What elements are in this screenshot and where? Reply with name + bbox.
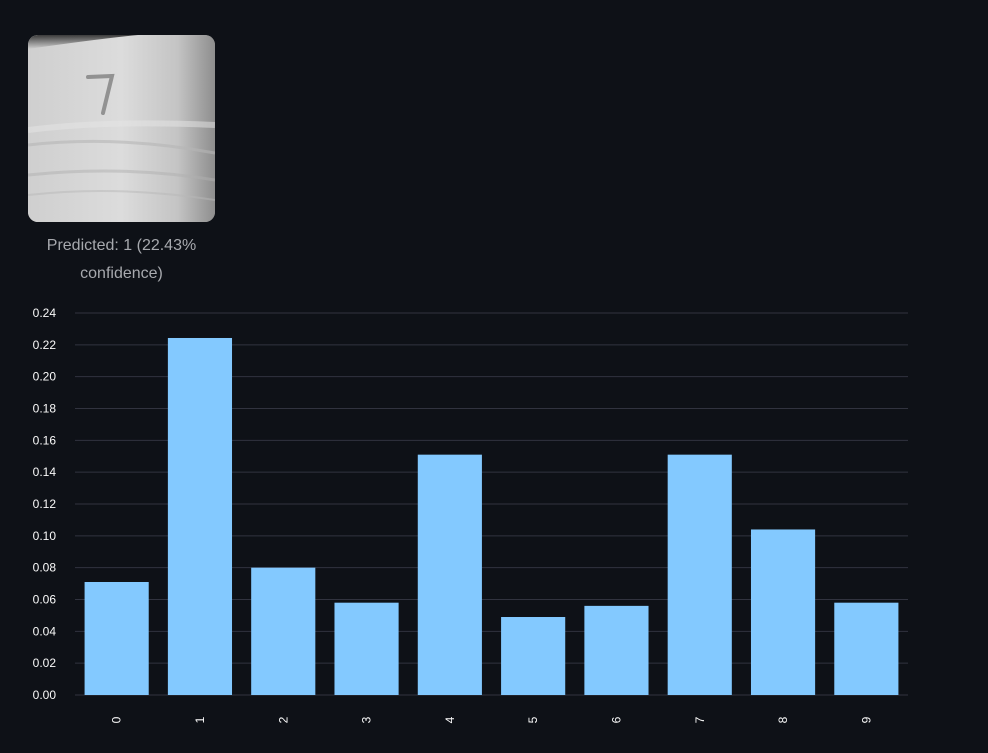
y-tick-label: 0.02 (33, 656, 57, 670)
x-tick-label: 2 (276, 716, 290, 723)
x-axis-ticks: 0 1 2 3 4 5 6 7 8 9 (110, 716, 874, 723)
x-tick-label: 3 (360, 716, 374, 723)
bar-6[interactable] (584, 605, 649, 695)
y-tick-label: 0.22 (33, 338, 57, 352)
x-tick-label: 0 (110, 716, 124, 723)
x-tick-label: 8 (776, 716, 790, 723)
bar-8[interactable] (750, 529, 816, 695)
bar-1[interactable] (167, 337, 233, 695)
y-tick-label: 0.18 (33, 402, 57, 416)
x-tick-label: 5 (526, 716, 540, 723)
bar-5[interactable] (501, 617, 566, 695)
bar-7[interactable] (667, 454, 732, 695)
x-tick-label: 4 (443, 716, 457, 723)
y-tick-label: 0.00 (33, 688, 57, 702)
y-tick-label: 0.06 (33, 593, 57, 607)
y-tick-label: 0.16 (33, 433, 57, 447)
prediction-caption: Predicted: 1 (22.43% confidence) (46, 237, 197, 282)
y-tick-label: 0.20 (33, 370, 57, 384)
bar-9[interactable] (834, 602, 899, 695)
y-tick-label: 0.14 (33, 465, 57, 479)
digit-seven-photo-icon (28, 35, 215, 222)
bar-0[interactable] (84, 581, 149, 695)
x-tick-label: 6 (609, 716, 623, 723)
bars (84, 337, 899, 695)
bar-4[interactable] (417, 454, 482, 695)
x-tick-label: 7 (693, 716, 707, 723)
digit-image (28, 35, 215, 222)
y-tick-label: 0.24 (33, 306, 57, 320)
y-axis-ticks: 0.00 0.02 0.04 0.06 0.08 0.10 0.12 0.14 0.16 0.18… (33, 306, 57, 702)
probability-bar-chart: 0.00 0.02 0.04 0.06 0.08 0.10 0.12 0.14 0.16 0.18… (33, 306, 908, 723)
y-tick-label: 0.10 (33, 529, 57, 543)
y-tick-label: 0.04 (33, 624, 57, 638)
y-tick-label: 0.12 (33, 497, 57, 511)
y-tick-label: 0.08 (33, 561, 57, 575)
bar-2[interactable] (251, 567, 316, 695)
x-tick-label: 9 (859, 716, 873, 723)
x-tick-label: 1 (193, 716, 207, 723)
bar-3[interactable] (334, 602, 399, 695)
